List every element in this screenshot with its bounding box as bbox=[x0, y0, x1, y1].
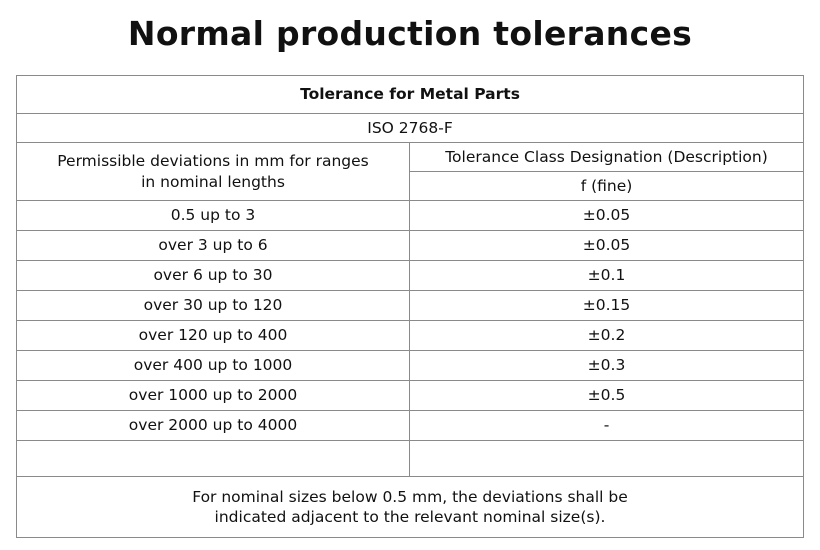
table-title-row: Tolerance for Metal Parts bbox=[16, 75, 804, 114]
range-header-line2: in nominal lengths bbox=[141, 172, 285, 191]
value-cell: ±0.15 bbox=[409, 290, 804, 321]
value-cell: ±0.05 bbox=[409, 200, 804, 231]
table-row: over 3 up to 6 ±0.05 bbox=[16, 230, 804, 261]
note-cell: For nominal sizes below 0.5 mm, the devi… bbox=[16, 476, 804, 538]
range-cell: 0.5 up to 3 bbox=[16, 200, 410, 231]
table-row: over 2000 up to 4000 - bbox=[16, 410, 804, 441]
range-cell: over 3 up to 6 bbox=[16, 230, 410, 261]
value-cell: ±0.5 bbox=[409, 380, 804, 411]
note-line2: indicated adjacent to the relevant nomin… bbox=[214, 508, 606, 526]
range-cell: over 1000 up to 2000 bbox=[16, 380, 410, 411]
table-row: over 30 up to 120 ±0.15 bbox=[16, 290, 804, 321]
value-cell: ±0.1 bbox=[409, 260, 804, 291]
range-cell: over 30 up to 120 bbox=[16, 290, 410, 321]
value-cell: ±0.05 bbox=[409, 230, 804, 261]
class-name: f (fine) bbox=[409, 171, 804, 201]
empty-row bbox=[16, 440, 804, 477]
range-header-line1: Permissible deviations in mm for ranges bbox=[57, 152, 369, 171]
range-header: Permissible deviations in mm for ranges … bbox=[16, 142, 410, 201]
table-title: Tolerance for Metal Parts bbox=[16, 75, 804, 114]
range-cell: over 6 up to 30 bbox=[16, 260, 410, 291]
standard-label: ISO 2768-F bbox=[16, 113, 804, 143]
empty-cell bbox=[409, 440, 804, 477]
value-cell: - bbox=[409, 410, 804, 441]
class-row: f (fine) bbox=[17, 171, 804, 201]
value-cell: ±0.2 bbox=[409, 320, 804, 351]
empty-cell bbox=[16, 440, 410, 477]
table-row: over 120 up to 400 ±0.2 bbox=[16, 320, 804, 351]
note-row: For nominal sizes below 0.5 mm, the devi… bbox=[16, 476, 804, 538]
value-cell: ±0.3 bbox=[409, 350, 804, 381]
range-cell: over 400 up to 1000 bbox=[16, 350, 410, 381]
tolerance-table: Tolerance for Metal Parts ISO 2768-F Per… bbox=[16, 75, 804, 538]
table-row: 0.5 up to 3 ±0.05 bbox=[16, 200, 804, 231]
table-row: over 1000 up to 2000 ±0.5 bbox=[16, 380, 804, 411]
range-cell: over 2000 up to 4000 bbox=[16, 410, 410, 441]
class-header: Tolerance Class Designation (Description… bbox=[409, 142, 804, 172]
standard-row: ISO 2768-F bbox=[16, 113, 804, 143]
range-cell: over 120 up to 400 bbox=[16, 320, 410, 351]
table-row: over 400 up to 1000 ±0.3 bbox=[16, 350, 804, 381]
note-line1: For nominal sizes below 0.5 mm, the devi… bbox=[192, 487, 628, 506]
page-title: Normal production tolerances bbox=[127, 14, 693, 53]
header-row: Permissible deviations in mm for ranges … bbox=[16, 142, 804, 201]
table-row: over 6 up to 30 ±0.1 bbox=[16, 260, 804, 291]
